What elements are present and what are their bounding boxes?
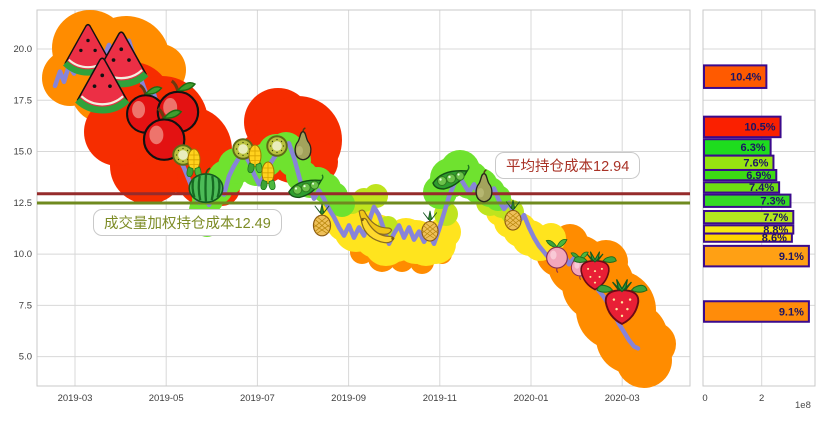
dist-bar [703,181,781,194]
y-tick-label: 15.0 [14,147,33,158]
dist-bar-label: 8.6% [762,232,787,244]
dist-bar [703,193,792,208]
kiwi-icon [266,135,288,157]
avg-cost-label: 平均持仓成本12.94 [495,152,641,179]
dist-bar-label: 6.9% [746,170,771,182]
dist-bar [703,232,793,243]
dist-bar-label: 9.1% [779,251,804,263]
dist-bar-group: 9.1% [703,300,810,323]
dist-bar [703,64,768,89]
dist-bar-group: 8.6% [703,232,793,244]
main-plot-border [36,9,691,387]
dist-bar-group: 7.3% [703,193,792,208]
y-tick-label: 5.0 [19,352,32,363]
dist-bar-label: 6.3% [741,142,766,154]
x-tick-label: 2019-09 [331,393,366,404]
x-tick-label: 2020-01 [514,393,549,404]
dist-bar [703,168,778,182]
dist-bar-group: 9.1% [703,244,810,268]
dist-bar [703,300,810,323]
dist-bar-label: 9.1% [779,306,804,318]
x-tick-label: 2019-03 [58,393,93,404]
x-tick-label: 2019-05 [149,393,184,404]
dist-bars: 10.4%10.5%6.3%7.6%6.9%7.4%7.3%7.7%8.8%8.… [703,64,810,323]
dist-bar [703,115,782,139]
dist-bar-group: 10.4% [703,64,768,89]
dist-bar-group: 7.6% [703,154,775,171]
x-tick-label: 2020-03 [605,393,640,404]
dist-bar [703,210,795,225]
y-tick-label: 12.5 [14,198,33,209]
x-tick-label: 2019-11 [423,393,457,404]
y-tick-label: 17.5 [14,95,33,106]
axis-tick-labels: 20.0 17.5 15.0 12.5 10.0 7.5 5.0 2019-03 2019-05… [14,44,765,404]
y-tick-label: 7.5 [19,300,32,311]
dist-bar-label: 7.7% [763,212,788,224]
dist-bar-label: 10.4% [730,71,761,83]
corn-icon [260,161,276,191]
dist-x-tick-label: 0 [702,393,707,404]
y-tick-label: 20.0 [14,44,33,55]
dist-bar-label: 7.3% [760,196,785,208]
dist-bar [703,244,810,268]
dist-bar-label: 7.6% [743,158,768,170]
x-tick-label: 2019-07 [240,393,275,404]
dist-x-tick-label: 2 [759,393,764,404]
dist-bar-group: 6.9% [703,168,778,182]
volume-bubble [632,322,676,366]
dist-axis-offset-label: 1e8 [795,400,811,411]
dist-bar-label: 10.5% [744,122,775,134]
y-tick-label: 10.0 [14,249,33,260]
vwap-cost-label: 成交量加权持仓成本12.49 [93,209,282,236]
dist-plot-border [702,9,816,387]
dist-bar-group: 10.5% [703,115,782,139]
dist-bar-label: 7.4% [749,182,774,194]
dist-bar-group: 7.4% [703,181,781,194]
dist-bar-group: 7.7% [703,210,795,225]
dist-bar-group: 6.3% [703,138,772,157]
